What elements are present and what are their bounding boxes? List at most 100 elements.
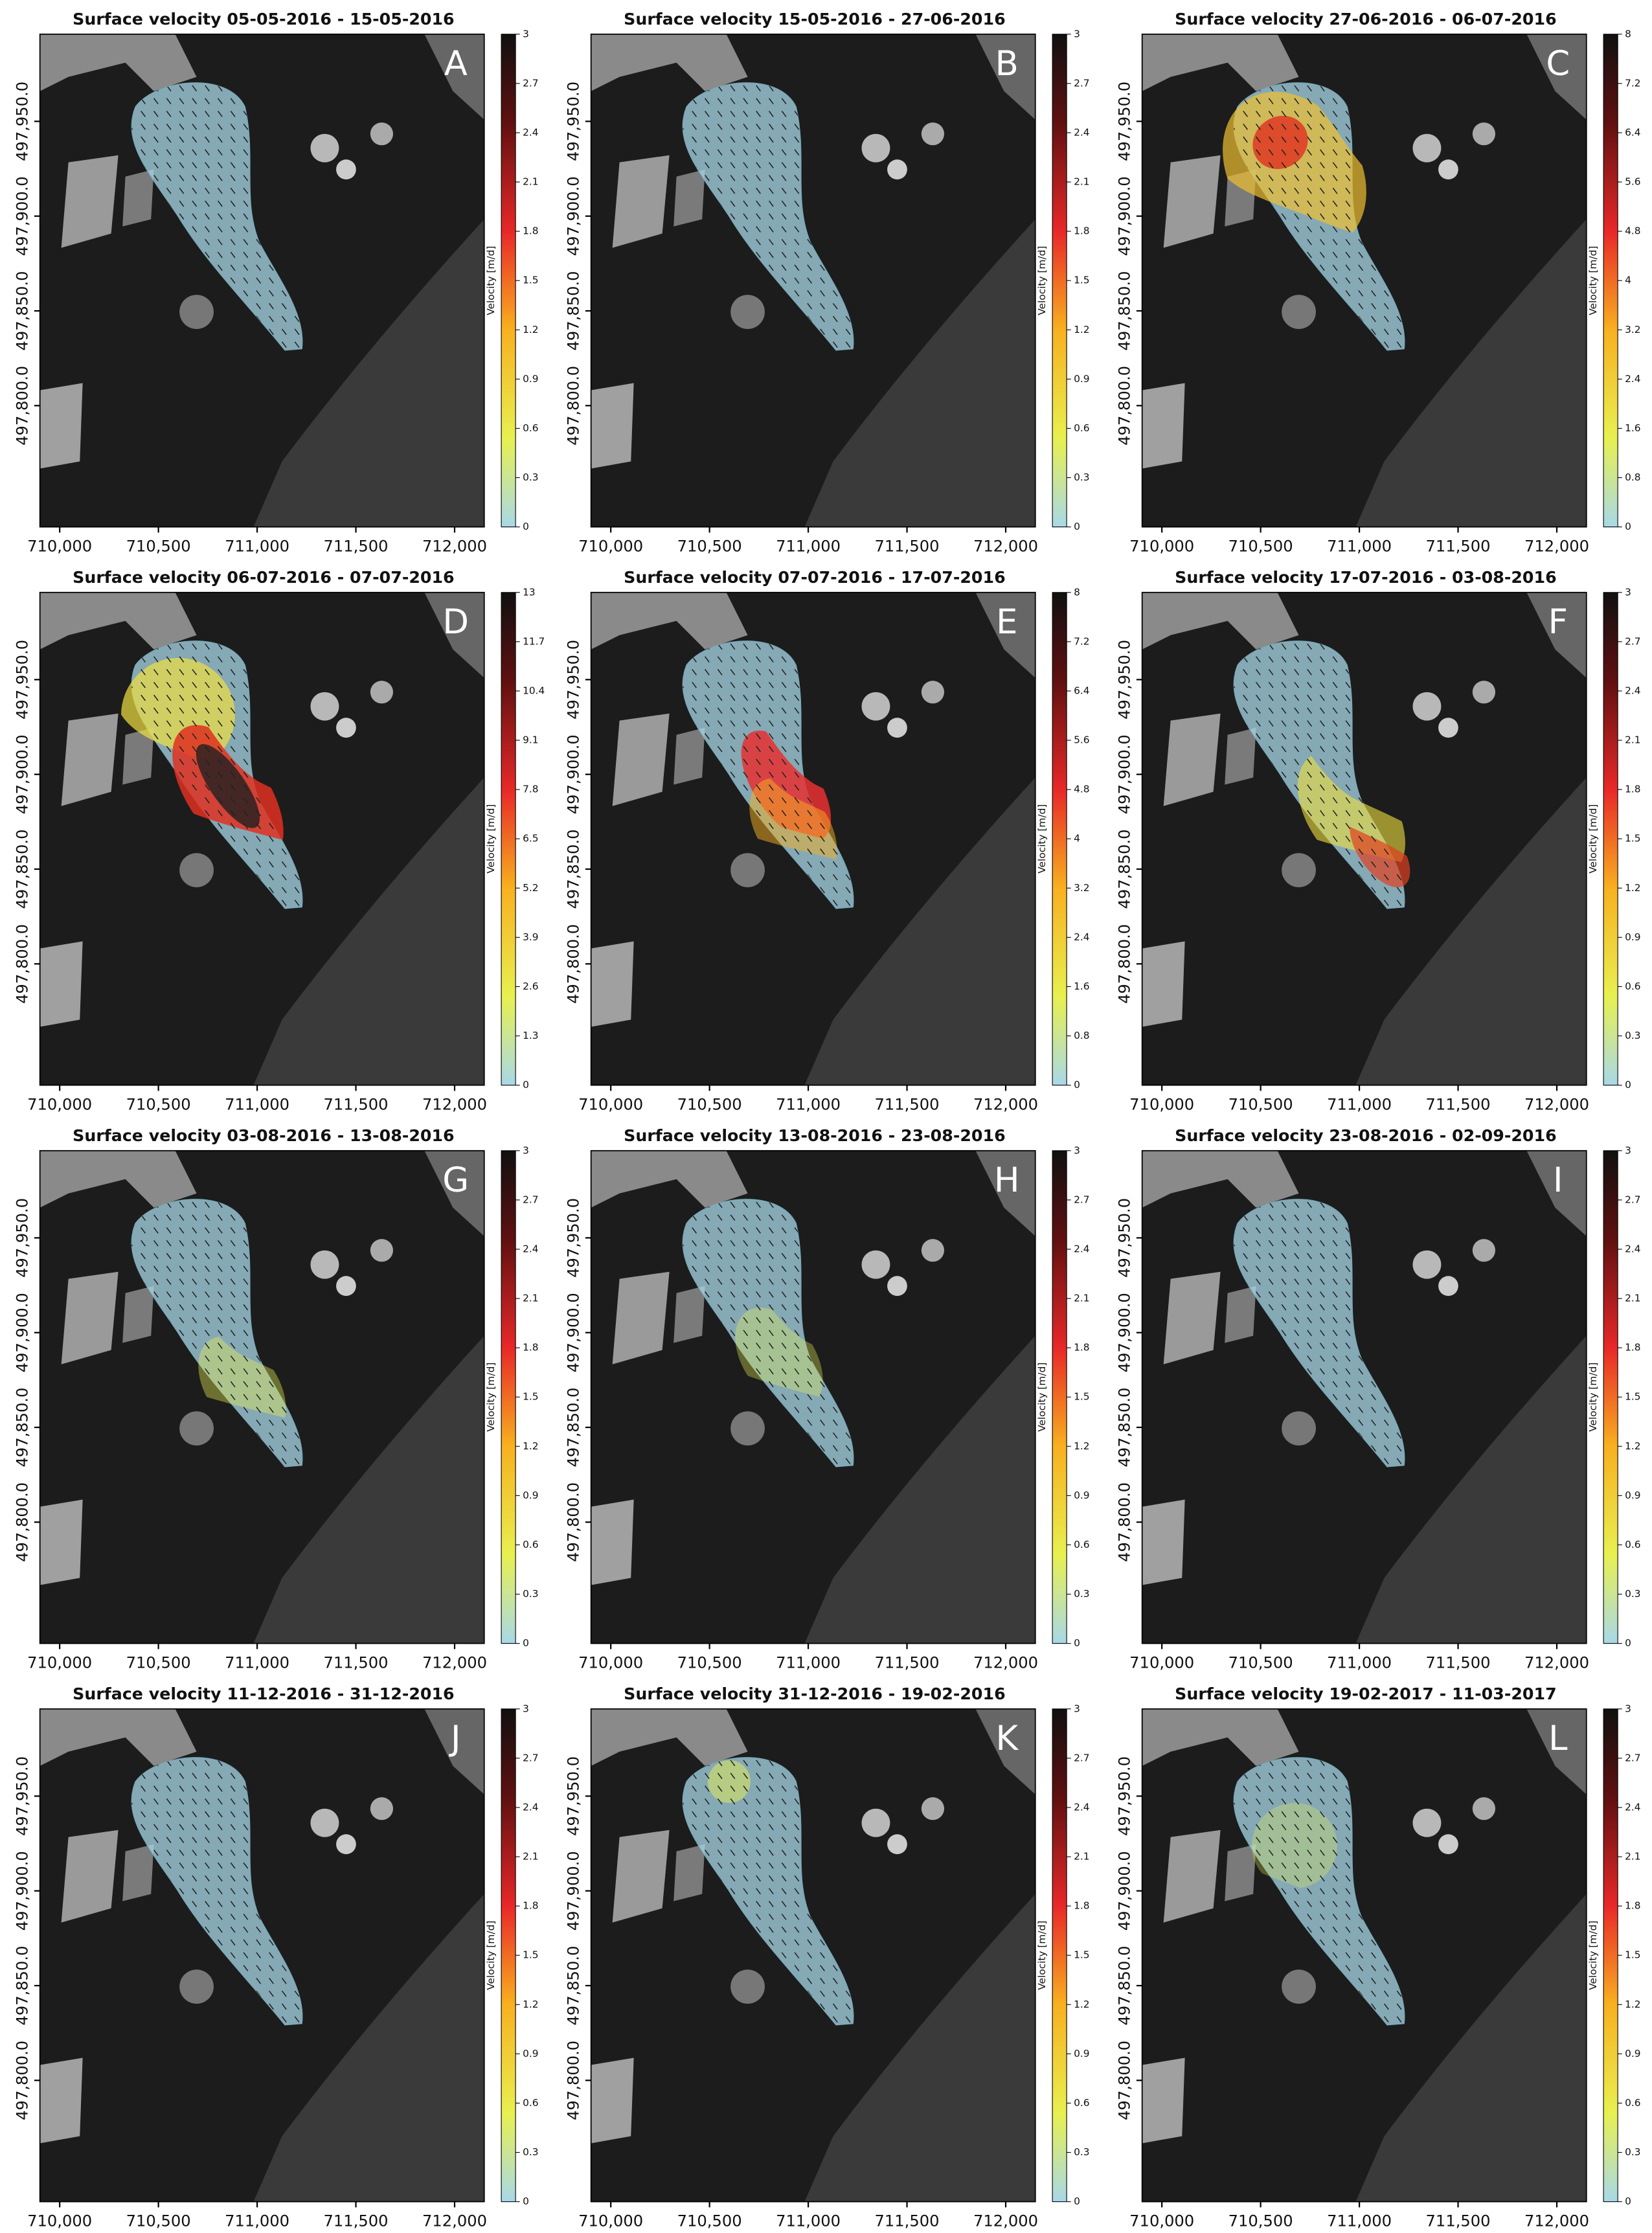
colorbar-label: Velocity [m/d]: [1036, 246, 1048, 315]
velocity-arrow: [1294, 149, 1300, 156]
x-tick-label: 711,500: [324, 2212, 389, 2230]
colorbar-tick-label: 3: [1074, 1144, 1080, 1156]
colorbar-label: Velocity [m/d]: [1587, 1921, 1599, 1990]
velocity-arrow: [730, 213, 736, 220]
velocity-arrow: [756, 111, 761, 117]
panel: Surface velocity 19-02-2017 - 11-03-2017…: [1115, 1684, 1640, 2230]
x-tick-label: 710,000: [27, 1653, 92, 1672]
x-tick-label: 710,500: [677, 1653, 742, 1672]
velocity-arrow: [730, 136, 736, 143]
velocity-arrow: [768, 187, 774, 194]
y-tick-label: 497,900.0: [13, 176, 31, 256]
colorbar-tick-label: 1.8: [1625, 1900, 1640, 1912]
velocity-arrow: [179, 98, 185, 104]
velocity-arrow: [1294, 213, 1300, 220]
velocity-arrow: [179, 175, 185, 181]
velocity-arrow: [1281, 98, 1287, 104]
velocity-arrow: [1307, 149, 1312, 156]
x-tick-label: 711,000: [1327, 2212, 1392, 2230]
colorbar-tick-label: 0.3: [523, 471, 538, 483]
velocity-arrow: [217, 238, 223, 245]
colorbar-tick-label: 1.5: [523, 275, 538, 286]
velocity-arrow: [832, 315, 838, 323]
velocity-arrow: [807, 264, 813, 271]
colorbar-tick-label: 1.2: [523, 324, 538, 335]
velocity-arrow: [743, 175, 749, 181]
velocity-arrow: [179, 123, 185, 130]
velocity-arrow: [692, 149, 697, 156]
velocity-arrow: [256, 290, 262, 297]
velocity-arrow: [1255, 111, 1261, 117]
y-tick-label: 497,800.0: [1115, 366, 1133, 446]
velocity-arrow: [704, 175, 710, 181]
panel-title: Surface velocity 15-05-2016 - 27-06-2016: [624, 10, 1005, 28]
velocity-arrow: [768, 264, 774, 271]
velocity-arrow: [1319, 200, 1325, 207]
velocity-arrow: [794, 149, 800, 156]
map-frame: [590, 33, 1036, 528]
x-tick-label: 710,000: [578, 1653, 643, 1672]
x-tick-label: 712,000: [973, 2212, 1038, 2230]
colorbar-tick-label: 1.2: [523, 1440, 538, 1452]
colorbar-tick-label: 0.3: [1625, 2146, 1640, 2158]
velocity-arrow: [141, 136, 146, 143]
velocity-arrow: [217, 85, 223, 92]
velocity-arrow: [768, 123, 774, 130]
y-tick-label: 497,800.0: [564, 924, 582, 1004]
x-tick-label: 711,500: [324, 537, 389, 555]
x-tick-label: 711,000: [776, 1653, 841, 1672]
velocity-arrow: [768, 200, 774, 207]
velocity-arrow: [781, 187, 787, 194]
colorbar-tick-label: 0.6: [1625, 1539, 1640, 1550]
x-tick-label: 712,000: [973, 1653, 1038, 1672]
x-tick-label: 711,500: [875, 537, 940, 555]
velocity-arrow: [794, 290, 800, 297]
colorbar-tick-label: 2.7: [1074, 1194, 1089, 1205]
colorbar-tick-label: 4: [1074, 833, 1080, 844]
velocity-arrow: [217, 226, 223, 232]
x-tick-label: 712,000: [973, 1095, 1038, 1113]
velocity-arrow: [1243, 111, 1249, 117]
velocity-arrow: [730, 187, 736, 194]
velocity-arrow: [141, 111, 146, 117]
velocity-arrow: [1294, 200, 1300, 207]
velocity-arrow: [179, 187, 185, 194]
velocity-arrow: [781, 162, 787, 168]
colorbar-tick-label: 5.2: [523, 882, 538, 894]
colorbar-tick-label: 0.9: [1625, 1490, 1640, 1501]
velocity-arrow: [768, 85, 774, 92]
velocity-arrow: [845, 328, 851, 335]
colorbar-tick-label: 0: [523, 1637, 529, 1649]
velocity-arrow: [781, 136, 787, 143]
velocity-arrow: [166, 98, 172, 104]
x-tick-label: 712,000: [422, 1653, 487, 1672]
colorbar-label: Velocity [m/d]: [485, 1921, 497, 1990]
colorbar-tick-label: 2.7: [1074, 77, 1089, 89]
velocity-arrow: [1294, 98, 1300, 104]
velocity-arrow: [230, 149, 236, 156]
velocity-arrow: [768, 162, 774, 168]
colorbar-label: Velocity [m/d]: [1587, 246, 1599, 315]
colorbar: [1603, 1150, 1618, 1644]
x-tick-label: 710,500: [126, 537, 191, 555]
x-tick-label: 710,500: [677, 1095, 742, 1113]
velocity-arrow: [1268, 98, 1274, 104]
velocity-arrow: [205, 149, 210, 156]
velocity-arrow: [756, 162, 761, 168]
velocity-arrow: [781, 213, 787, 220]
panel-title: Surface velocity 13-08-2016 - 23-08-2016: [624, 1126, 1005, 1145]
velocity-arrow: [179, 111, 185, 117]
colorbar-tick-label: 0.9: [523, 373, 538, 385]
velocity-arrow: [243, 238, 249, 245]
velocity-arrow: [768, 251, 774, 258]
colorbar-tick-label: 1.8: [1625, 784, 1640, 795]
velocity-arrow: [794, 277, 800, 284]
velocity-arrow: [820, 264, 825, 271]
y-tick-label: 497,900.0: [1115, 1293, 1133, 1372]
velocity-arrow: [153, 162, 159, 168]
velocity-arrow: [704, 149, 710, 156]
velocity-arrow: [807, 277, 813, 284]
panel: Surface velocity 03-08-2016 - 13-08-2016…: [13, 1126, 538, 1672]
y-tick-label: 497,950.0: [564, 1198, 582, 1278]
y-tick-label: 497,900.0: [13, 1293, 31, 1372]
